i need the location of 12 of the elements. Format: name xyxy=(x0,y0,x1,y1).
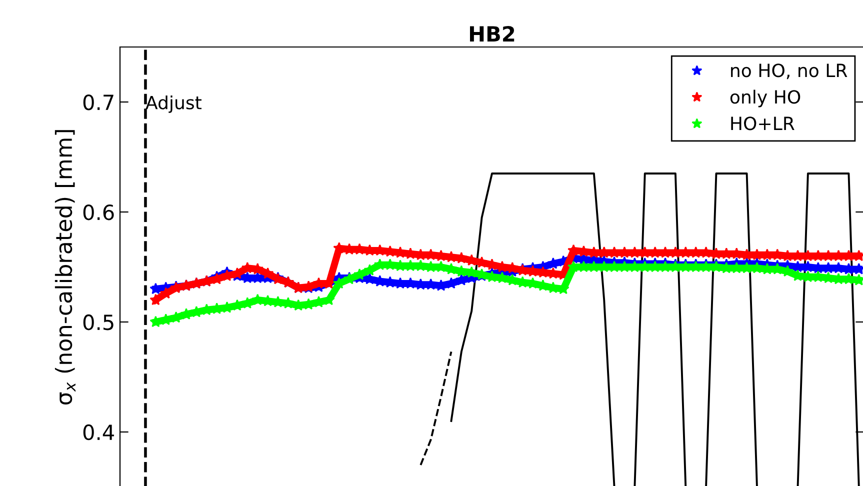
y-tick-label: 0.4 xyxy=(83,424,114,440)
text: Adjust xyxy=(146,95,202,113)
y-tick-label: 0.7 xyxy=(83,94,114,110)
line-series xyxy=(420,350,452,466)
line-series xyxy=(450,172,860,486)
legend-label: no HO, no LR xyxy=(731,64,848,80)
legend-label: only HO xyxy=(730,90,800,108)
y-tick-label: 0.6 xyxy=(83,204,114,220)
y-axis-title: σ$_{x}$ (non-calibrated) [mm] xyxy=(54,130,76,405)
legend-label: HO+LR xyxy=(731,116,794,130)
y-tick-label: 0.5 xyxy=(83,314,114,330)
chart-title: HB2 xyxy=(470,26,514,42)
